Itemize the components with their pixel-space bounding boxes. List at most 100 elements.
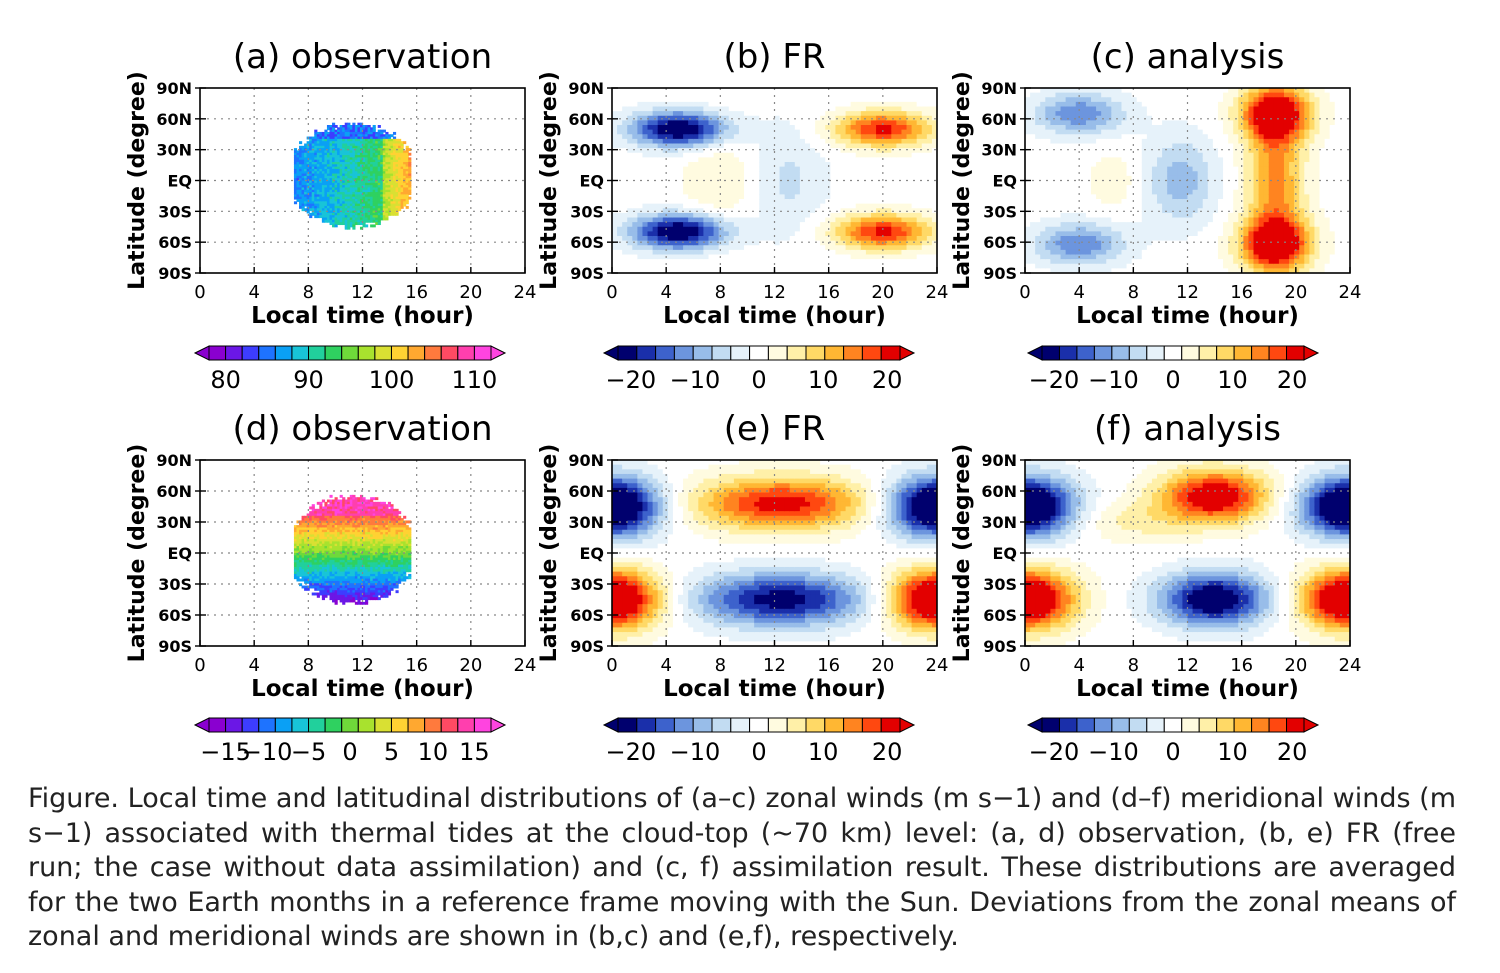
figure-panels: 0 4 8 12 16 20 24 90N 60N 30N EQ 30S 60S 90S (a) obser…: [125, 37, 1361, 766]
y-tick-label: 90S: [983, 637, 1017, 656]
y-tick-label: 30N: [981, 141, 1017, 160]
y-tick-label: 30S: [158, 202, 192, 221]
y-tick-label: 60N: [156, 482, 192, 501]
x-tick-label: 16: [405, 655, 428, 676]
y-tick-label: 60N: [156, 110, 192, 129]
x-tick-label: 20: [1284, 282, 1307, 303]
colorbar-b: −20 −10 0 10 20: [602, 345, 916, 394]
heatmap-field-b: [612, 88, 937, 273]
heatmap-field-d: [293, 494, 412, 605]
x-tick-label: 16: [817, 655, 840, 676]
panel-title-d: (d) observation: [233, 409, 493, 449]
y-tick-label: 90S: [983, 264, 1017, 283]
heatmap-field-a: [293, 122, 412, 230]
grid-d: [200, 460, 525, 646]
y-tick-label: 30S: [570, 575, 604, 594]
y-axis-label-b: Latitude (degree): [537, 71, 562, 290]
x-tick-label: 12: [1176, 282, 1199, 303]
x-tick-label: 20: [1284, 655, 1307, 676]
y-tick-label: 30N: [981, 513, 1017, 532]
x-axis-label-d: Local time (hour): [251, 676, 474, 702]
y-tick-label: 30S: [983, 575, 1017, 594]
colorbar-tick-label: 0: [751, 738, 766, 766]
y-tick-label: 60N: [981, 110, 1017, 129]
y-tick-label: 30N: [156, 513, 192, 532]
colorbar-tick-label: 15: [459, 738, 490, 766]
y-tick-label: 90N: [156, 451, 192, 470]
y-tick-label: 90S: [570, 264, 604, 283]
x-tick-label: 12: [351, 655, 374, 676]
y-tick-label: 90N: [156, 79, 192, 98]
x-tick-label: 4: [248, 655, 259, 676]
y-axis-label-a: Latitude (degree): [125, 71, 150, 290]
y-tick-label: 90S: [570, 637, 604, 656]
y-tick-label: EQ: [579, 544, 604, 563]
y-tick-label: 30S: [570, 202, 604, 221]
x-tick-label: 24: [926, 655, 949, 676]
x-tick-label: 24: [514, 655, 537, 676]
grid-b: [612, 88, 937, 273]
y-tick-label: 60S: [983, 606, 1017, 625]
colorbar-tick-label: −20: [605, 738, 656, 766]
colorbar-tick-label: 10: [1217, 366, 1248, 394]
y-tick-label: 60S: [570, 606, 604, 625]
y-tick-label: 90N: [568, 451, 604, 470]
panel-f: 0 4 8 12 16 20 24 90N 60N 30N EQ 30S 60S 90S (f) analy…: [950, 409, 1361, 766]
x-axis-label-c: Local time (hour): [1076, 303, 1299, 329]
colorbar-tick-label: −20: [1029, 738, 1080, 766]
x-tick-label: 8: [715, 282, 726, 303]
y-tick-label: EQ: [992, 544, 1017, 563]
x-tick-label: 16: [1230, 655, 1253, 676]
y-tick-label: 90S: [158, 637, 192, 656]
y-tick-label: 90S: [158, 264, 192, 283]
y-axis-label-d: Latitude (degree): [125, 444, 150, 663]
x-tick-label: 0: [606, 282, 617, 303]
x-tick-label: 4: [248, 282, 259, 303]
panel-title-a: (a) observation: [233, 37, 492, 77]
x-axis-label-f: Local time (hour): [1076, 676, 1299, 702]
colorbar-tick-label: 20: [1277, 366, 1308, 394]
panel-c: 0 4 8 12 16 20 24 90N 60N 30N EQ 30S 60S 90S (c) analy…: [950, 37, 1361, 394]
y-tick-label: 30S: [983, 202, 1017, 221]
x-tick-label: 12: [1176, 655, 1199, 676]
x-tick-label: 0: [1019, 282, 1030, 303]
panel-title-b: (b) FR: [723, 37, 825, 77]
x-axis-label-e: Local time (hour): [663, 676, 886, 702]
colorbar-tick-label: 20: [1277, 738, 1308, 766]
y-tick-label: 90N: [568, 79, 604, 98]
x-tick-label: 8: [1128, 282, 1139, 303]
colorbar-tick-label: −10: [1088, 366, 1139, 394]
x-tick-label: 16: [405, 282, 428, 303]
x-tick-label: 20: [459, 655, 482, 676]
x-tick-label: 20: [871, 655, 894, 676]
colorbar-tick-label: −15: [200, 738, 251, 766]
colorbar-tick-label: 20: [872, 738, 903, 766]
colorbar-tick-label: 80: [210, 366, 241, 394]
panel-title-c: (c) analysis: [1091, 37, 1285, 77]
figure-caption: Figure. Local time and latitudinal distr…: [28, 783, 1456, 952]
colorbar-d: −15−10−5 0 5 10 15: [193, 717, 507, 766]
x-tick-label: 12: [763, 282, 786, 303]
x-tick-label: 24: [926, 282, 949, 303]
x-tick-label: 8: [1128, 655, 1139, 676]
panel-d: 0 4 8 12 16 20 24 90N 60N 30N EQ 30S 60S 90S (d) obser…: [125, 409, 536, 766]
grid-e: [612, 460, 937, 646]
y-tick-label: 90N: [981, 451, 1017, 470]
x-tick-label: 4: [660, 655, 671, 676]
panel-title-f: (f) analysis: [1094, 409, 1281, 449]
y-axis-label-c: Latitude (degree): [950, 71, 975, 290]
y-tick-label: 30N: [156, 141, 192, 160]
colorbar-tick-label: 10: [418, 738, 449, 766]
colorbar-tick-label: 5: [384, 738, 399, 766]
colorbar-e: −20 −10 0 10 20: [602, 717, 916, 766]
x-tick-label: 20: [459, 282, 482, 303]
y-tick-label: EQ: [579, 172, 604, 191]
y-tick-label: 90N: [981, 79, 1017, 98]
x-tick-label: 12: [763, 655, 786, 676]
x-tick-label: 16: [817, 282, 840, 303]
grid-c: [1025, 88, 1350, 273]
x-tick-label: 24: [1339, 282, 1362, 303]
colorbar-tick-label: 90: [293, 366, 324, 394]
colorbar-tick-label: 100: [369, 366, 415, 394]
x-tick-label: 16: [1230, 282, 1253, 303]
